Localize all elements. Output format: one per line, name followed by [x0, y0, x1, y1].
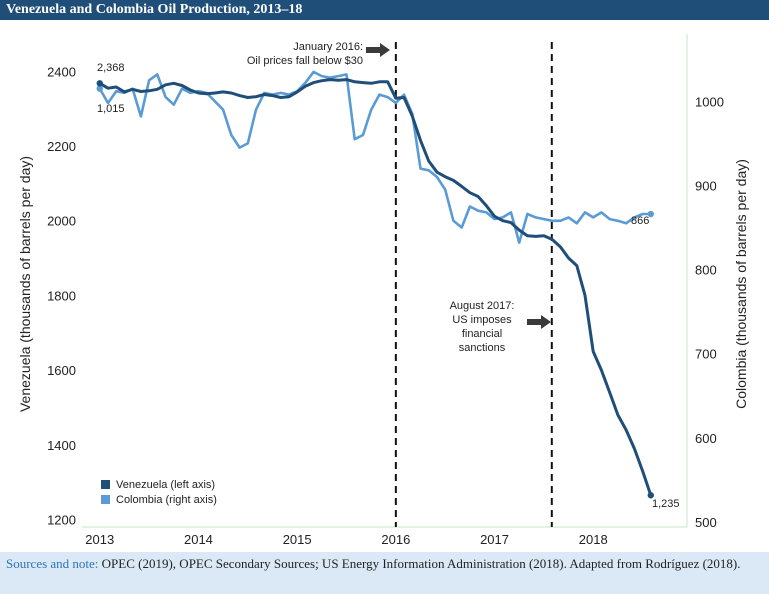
- annotation-aug-2017-line1: August 2017:: [450, 300, 515, 312]
- end-dot-colombia: [647, 210, 654, 218]
- arrow-right-icon: [527, 315, 551, 329]
- chart: 1200 1400 1600 1800 2000 2200 2400 500 600 700 80…: [17, 34, 749, 547]
- y-tick-left-5: 2200: [47, 139, 76, 154]
- annotation-jan-2016-line1: January 2016:: [293, 41, 363, 53]
- y-ticks-left: 1200 1400 1600 1800 2000 2200 2400: [47, 64, 76, 527]
- data-label-venezuela-end: 1,235: [652, 498, 680, 510]
- y-tick-right-5: 1000: [695, 94, 724, 109]
- legend-swatch-venezuela: [101, 480, 110, 489]
- series-lines: [98, 70, 653, 496]
- legend: Venezuela (left axis) Colombia (right ax…: [101, 479, 217, 506]
- y-tick-left-6: 2400: [47, 64, 76, 79]
- start-dot-colombia: [96, 85, 103, 92]
- annotation-aug-2017-line4: sanctions: [459, 342, 506, 354]
- legend-label-colombia: Colombia (right axis): [116, 494, 217, 506]
- data-label-colombia-end: 866: [631, 215, 649, 227]
- legend-swatch-colombia: [101, 495, 110, 504]
- x-tick-0: 2013: [85, 532, 114, 547]
- y-ticks-right: 500 600 700 800 900 1000: [695, 94, 724, 530]
- y-tick-right-3: 800: [695, 263, 717, 278]
- series-line-colombia: [98, 70, 651, 244]
- y-tick-left-4: 2000: [47, 214, 76, 229]
- x-ticks: 2013 2014 2015 2016 2017 2018: [85, 532, 607, 547]
- x-tick-1: 2014: [184, 532, 213, 547]
- end-dot-venezuela: [647, 492, 654, 499]
- series-line-venezuela: [99, 78, 653, 496]
- chart-title: Venezuela and Colombia Oil Production, 2…: [0, 0, 769, 20]
- x-tick-2: 2015: [283, 532, 312, 547]
- y-tick-right-0: 500: [695, 515, 717, 530]
- y-tick-right-2: 700: [695, 347, 717, 362]
- data-label-venezuela-start: 2,368: [97, 62, 125, 74]
- y-tick-left-0: 1200: [47, 513, 76, 528]
- y-tick-left-1: 1400: [47, 438, 76, 453]
- source-note-label: Sources and note:: [6, 556, 99, 571]
- event-lines: [394, 42, 553, 527]
- y-tick-left-2: 1600: [47, 363, 76, 378]
- annotation-jan-2016-line2: Oil prices fall below $30: [247, 55, 363, 67]
- y-tick-right-4: 900: [695, 178, 717, 193]
- y-axis-title-right: Colombia (thousands of barrels per day): [733, 159, 749, 409]
- start-dot-venezuela: [96, 80, 103, 87]
- y-tick-right-1: 600: [695, 431, 717, 446]
- x-tick-4: 2017: [480, 532, 509, 547]
- source-note: Sources and note: OPEC (2019), OPEC Seco…: [0, 552, 769, 594]
- annotation-aug-2017-line3: financial: [462, 328, 502, 340]
- source-note-text: OPEC (2019), OPEC Secondary Sources; US …: [98, 556, 741, 571]
- arrow-right-icon: [366, 43, 390, 57]
- end-markers: [96, 80, 654, 499]
- x-tick-3: 2016: [381, 532, 410, 547]
- x-tick-5: 2018: [579, 532, 608, 547]
- y-axis-title-left: Venezuela (thousands of barrels per day): [17, 156, 33, 412]
- data-label-colombia-start: 1,015: [97, 103, 125, 115]
- y-tick-left-3: 1800: [47, 288, 76, 303]
- annotation-aug-2017-line2: US imposes: [452, 314, 512, 326]
- legend-label-venezuela: Venezuela (left axis): [116, 479, 215, 491]
